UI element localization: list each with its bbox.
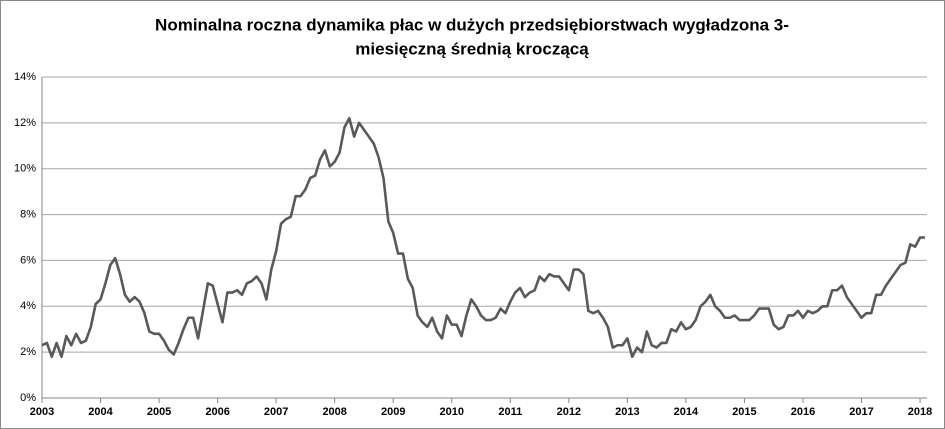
x-tick-label: 2012: [557, 406, 581, 418]
x-tick-label: 2015: [732, 406, 756, 418]
y-tick-label: 14%: [14, 71, 36, 83]
y-tick-label: 12%: [14, 117, 36, 129]
y-tick-label: 10%: [14, 163, 36, 175]
x-tick-label: 2013: [615, 406, 639, 418]
x-tick-label: 2014: [674, 406, 699, 418]
y-tick-label: 0%: [20, 392, 36, 404]
x-tick-label: 2017: [849, 406, 873, 418]
x-tick-label: 2004: [88, 406, 113, 418]
data-line: [41, 116, 925, 359]
x-tick-label: 2008: [322, 406, 346, 418]
chart-title: Nominalna roczna dynamika płac w dużych …: [155, 15, 789, 34]
chart-title: miesięczną średnią kroczącą: [355, 39, 589, 58]
y-tick-label: 8%: [20, 208, 36, 220]
x-tick-label: 2009: [381, 406, 405, 418]
x-tick-label: 2018: [908, 406, 932, 418]
x-tick-label: 2016: [791, 406, 815, 418]
y-tick-label: 4%: [20, 300, 36, 312]
x-tick-label: 2005: [147, 406, 171, 418]
x-tick-label: 2006: [205, 406, 229, 418]
y-tick-label: 2%: [20, 346, 36, 358]
x-tick-label: 2010: [440, 406, 464, 418]
x-tick-label: 2011: [498, 406, 522, 418]
x-tick-label: 2003: [30, 406, 54, 418]
x-tick-label: 2007: [264, 406, 288, 418]
y-tick-label: 6%: [20, 254, 36, 266]
